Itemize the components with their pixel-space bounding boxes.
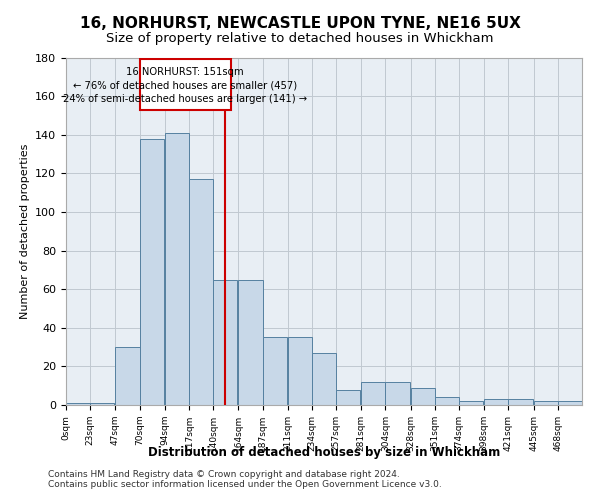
Text: Distribution of detached houses by size in Whickham: Distribution of detached houses by size … xyxy=(148,446,500,459)
Bar xyxy=(533,401,558,405)
Bar xyxy=(361,382,385,405)
Bar xyxy=(213,280,237,405)
Bar xyxy=(385,382,410,405)
Y-axis label: Number of detached properties: Number of detached properties xyxy=(20,144,29,319)
Bar xyxy=(165,133,189,405)
Bar xyxy=(459,401,483,405)
Text: 16, NORHURST, NEWCASTLE UPON TYNE, NE16 5UX: 16, NORHURST, NEWCASTLE UPON TYNE, NE16 … xyxy=(80,16,520,31)
Bar xyxy=(189,179,213,405)
Text: 16 NORHURST: 151sqm: 16 NORHURST: 151sqm xyxy=(127,67,244,77)
Bar xyxy=(312,353,336,405)
Bar xyxy=(90,403,115,405)
Text: Contains HM Land Registry data © Crown copyright and database right 2024.
Contai: Contains HM Land Registry data © Crown c… xyxy=(48,470,442,489)
Text: Size of property relative to detached houses in Whickham: Size of property relative to detached ho… xyxy=(106,32,494,45)
Text: ← 76% of detached houses are smaller (457): ← 76% of detached houses are smaller (45… xyxy=(73,80,298,90)
Bar xyxy=(263,338,287,405)
Bar xyxy=(140,138,164,405)
Bar xyxy=(238,280,263,405)
Bar xyxy=(115,347,140,405)
Bar xyxy=(558,401,582,405)
Text: 24% of semi-detached houses are larger (141) →: 24% of semi-detached houses are larger (… xyxy=(63,94,307,104)
Bar xyxy=(411,388,435,405)
Bar xyxy=(66,403,90,405)
FancyBboxPatch shape xyxy=(140,60,231,110)
Bar xyxy=(288,338,312,405)
Bar xyxy=(484,399,508,405)
Bar xyxy=(336,390,360,405)
Bar xyxy=(508,399,533,405)
Bar xyxy=(435,398,459,405)
